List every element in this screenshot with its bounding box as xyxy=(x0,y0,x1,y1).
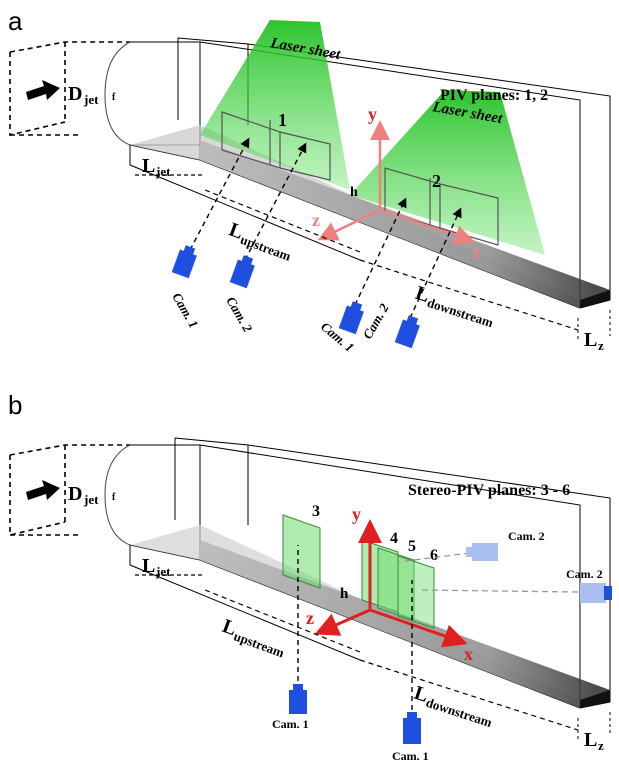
l-upstream-b: L upstream xyxy=(219,615,287,660)
plane-5 xyxy=(377,547,415,621)
z-axis-a xyxy=(317,208,381,241)
l-z-b-sub: z xyxy=(598,738,604,753)
laser-sheet-2 xyxy=(350,90,545,255)
x-axis-a-label: x xyxy=(472,242,481,262)
floor-end-a xyxy=(580,290,610,308)
l-upstream-a: L upstream xyxy=(226,219,293,264)
l-z-b: L z xyxy=(584,729,604,753)
l-downstream-b: L downstream xyxy=(412,682,495,730)
x-axis-b-label: x xyxy=(464,644,473,664)
plane-2-label: 2 xyxy=(432,171,441,191)
inlet-box-b xyxy=(9,444,130,537)
y-axis-a-label: y xyxy=(368,104,377,124)
l-jet-a-sub: jet xyxy=(155,164,171,179)
camera-2b-icon xyxy=(394,315,420,349)
panel-a-title: PIV planes: 1, 2 xyxy=(440,87,548,104)
z-axis-b-label: z xyxy=(306,608,314,628)
panel-a: a xyxy=(8,6,611,355)
plane-3-label: 3 xyxy=(312,503,320,520)
camera-view-lines-b xyxy=(297,545,413,710)
cam-1a-label: Cam. 1 xyxy=(169,290,201,331)
x-axis-b xyxy=(369,608,468,648)
d-jet-b-sub: jet xyxy=(83,492,99,507)
panel-a-letter: a xyxy=(8,6,23,36)
plane-6-label: 6 xyxy=(430,547,438,564)
panel-b: b 3 4 5 xyxy=(8,390,612,763)
l-downstream-a-dim xyxy=(359,259,579,331)
l-downstream-a: L downstream xyxy=(413,282,496,330)
plane-5-label: 5 xyxy=(408,538,416,555)
l-jet-b-sub: jet xyxy=(155,564,171,579)
axes-a: y x z xyxy=(312,104,481,262)
camera-2a-icon xyxy=(229,255,255,289)
flow-arrow-icon xyxy=(26,80,60,100)
z-axis-b xyxy=(314,608,371,636)
l-z-b-main: L xyxy=(584,729,597,751)
camera-1-up-b-icon xyxy=(289,684,307,714)
l-jet-b: L jet xyxy=(142,555,171,579)
l-z-a-main: L xyxy=(584,329,597,351)
plane-3 xyxy=(282,514,321,589)
plane-1-label: 1 xyxy=(278,110,287,130)
nozzle-b xyxy=(104,444,131,546)
l-z-a-sub: z xyxy=(598,338,604,353)
cam-1-up-b-label: Cam. 1 xyxy=(272,717,309,731)
plane-6 xyxy=(397,555,435,629)
floor-end-b xyxy=(580,690,610,708)
cam-2-right-b-label: Cam. 2 xyxy=(566,567,603,581)
l-jet-b-main: L xyxy=(142,555,155,577)
cam-2a-label: Cam. 2 xyxy=(223,294,255,335)
l-z-a: L z xyxy=(584,329,604,353)
d-jet-b: D jet f xyxy=(68,483,116,507)
l-jet-a-main: L xyxy=(142,155,155,177)
camera-view-lines-a xyxy=(189,137,462,319)
camera-2-view-lines-b xyxy=(397,552,579,593)
camera-1-down-b-icon xyxy=(403,712,421,744)
plane-1-frame xyxy=(221,111,331,181)
axes-b: y x z xyxy=(306,504,473,664)
panel-b-title: Stereo-PIV planes: 3 - 6 xyxy=(408,482,570,499)
camera-2-mid-b-icon xyxy=(466,543,498,561)
f-label-b: f xyxy=(112,492,116,503)
f-label-a: f xyxy=(112,92,116,103)
cam-2b-label: Cam. 2 xyxy=(360,300,392,341)
laser-sheet-1 xyxy=(200,20,350,190)
camera-2-right-b-icon xyxy=(580,583,612,603)
h-label-a: h xyxy=(350,185,358,200)
l-downstream-a-sub: downstream xyxy=(425,295,495,330)
l-downstream-b-main: L xyxy=(412,682,431,707)
plane-4-label: 4 xyxy=(390,530,398,547)
d-jet-a-sub: jet xyxy=(83,92,99,107)
d-jet-a-main: D xyxy=(68,83,82,105)
l-upstream-b-sub: upstream xyxy=(232,628,287,660)
l-jet-a: L jet xyxy=(142,155,171,179)
camera-1b-icon xyxy=(338,301,364,335)
flow-arrow-b-icon xyxy=(26,480,60,500)
cam-1-down-b-label: Cam. 1 xyxy=(392,749,429,763)
x-axis-a xyxy=(379,208,475,245)
l-upstream-a-dim xyxy=(204,189,361,253)
y-axis-b-label: y xyxy=(352,504,361,524)
cam-2-mid-b-label: Cam. 2 xyxy=(508,529,545,543)
d-jet-a: D jet f xyxy=(68,83,116,107)
floor-a xyxy=(200,140,610,308)
l-downstream-b-dim xyxy=(359,659,579,731)
z-axis-a-label: z xyxy=(312,210,320,230)
d-jet-b-main: D xyxy=(68,483,82,505)
l-upstream-b-dim xyxy=(204,589,361,653)
inlet-box-a xyxy=(9,41,130,137)
camera-1a-icon xyxy=(171,245,197,279)
panel-b-letter: b xyxy=(8,390,22,420)
h-label-b: h xyxy=(340,586,349,602)
